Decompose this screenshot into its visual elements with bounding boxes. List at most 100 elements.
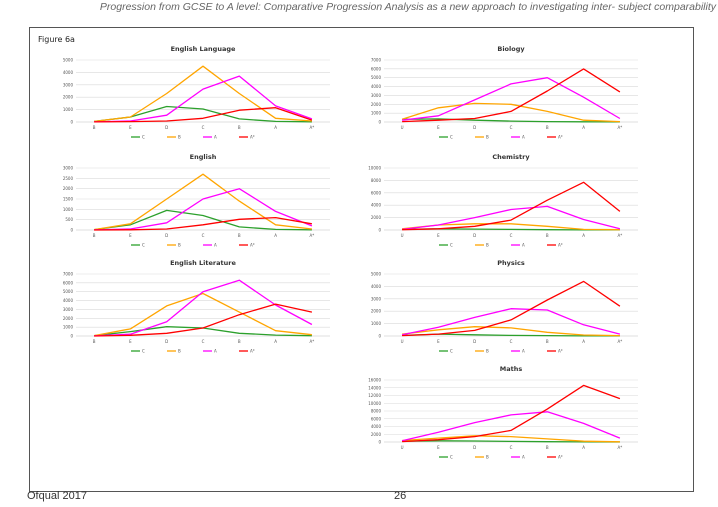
x-tick-label: C [510,445,513,450]
legend-entry-a: A [522,455,525,460]
series-line-a [94,75,313,123]
legend-entry-c: C [142,349,145,354]
series-line-b [94,65,312,123]
x-tick-label: A* [617,233,622,238]
x-tick-label: U [401,125,404,130]
series-line-a [401,308,621,336]
y-tick-label: 1000 [371,321,382,326]
legend-entry-c: C [450,349,453,354]
y-tick-label: 3000 [371,296,382,301]
x-tick-label: E [437,339,440,344]
x-tick-label: D [473,445,476,450]
y-tick-label: 2000 [63,316,74,321]
y-tick-label: 1000 [63,207,74,212]
legend-entry-a-star: A* [558,455,563,460]
y-tick-label: 2000 [371,309,382,314]
x-tick-label: C [510,233,513,238]
y-tick-label: 2000 [371,102,382,107]
series-line-b [93,173,312,231]
x-tick-label: A [274,233,277,238]
legend-entry-a: A [214,349,217,354]
y-tick-label: 3000 [371,93,382,98]
y-tick-label: 8000 [371,178,382,183]
x-tick-label: D [165,125,168,130]
running-header: Progression from GCSE to A level: Compar… [99,1,716,13]
chart-maths: Maths 0 2000 4000 6000 8000 10000 12000 14000 160… [368,365,638,460]
y-tick-label: 7000 [63,272,74,277]
x-tick-label: E [437,125,440,130]
y-tick-label: 0 [378,228,381,233]
x-tick-label: D [473,125,476,130]
figure-label: Figure 6a [38,35,75,44]
series-line-a-star [402,280,621,337]
y-tick-label: 0 [378,334,381,339]
x-tick-label: A [274,339,277,344]
y-tick-label: 5000 [371,75,382,80]
y-tick-label: 4000 [63,70,74,75]
series-line-a [94,279,313,337]
chart-title: Biology [497,45,525,53]
x-tick-label: U [401,233,404,238]
legend-entry-a-star: A* [558,349,563,354]
x-tick-label: D [473,339,476,344]
legend-entry-b: B [486,135,489,140]
legend-entry-b: B [178,135,181,140]
series-line-b [402,326,620,337]
legend-entry-a: A [522,349,525,354]
y-tick-label: 3000 [63,82,74,87]
y-tick-label: 10000 [368,166,381,171]
x-tick-label: A [582,125,585,130]
x-tick-label: D [165,233,168,238]
x-tick-label: B [546,125,549,130]
x-tick-label: A [582,233,585,238]
series-line-b [401,102,620,123]
series-line-a [402,205,621,231]
y-tick-label: 5000 [63,289,74,294]
legend-entry-a-star: A* [250,135,255,140]
y-tick-label: 6000 [371,190,382,195]
x-tick-label: B [93,125,96,130]
y-tick-label: 2000 [371,432,382,437]
x-tick-label: C [202,233,205,238]
x-tick-label: D [165,339,168,344]
series-line-c [402,440,620,443]
chart-title: English Language [171,45,236,53]
legend-entry-c: C [450,135,453,140]
series-line-a [401,411,621,442]
y-tick-label: 0 [70,120,73,125]
y-tick-label: 10000 [368,401,381,406]
x-tick-label: B [93,339,96,344]
y-tick-label: 1000 [63,107,74,112]
chart-title: English Literature [170,259,236,267]
legend-entry-b: B [178,243,181,248]
y-tick-label: 5000 [371,272,382,277]
series-line-c [402,118,620,123]
legend-entry-a: A [214,243,217,248]
x-tick-label: E [129,233,132,238]
y-tick-label: 1000 [371,111,382,116]
legend-entry-b: B [178,349,181,354]
chart-english-language: English Language 0 1000 2000 3000 4000 5000 B E D… [63,45,330,140]
chart-english-literature: English Literature 0 1000 2000 3000 4000 5000 6… [63,259,330,354]
x-tick-label: A* [309,125,314,130]
series-line-a-star [402,68,621,123]
x-tick-label: U [401,339,404,344]
x-tick-label: C [202,339,205,344]
legend-entry-a-star: A* [558,243,563,248]
y-tick-label: 0 [70,334,73,339]
chart-english: English 0 500 1000 1500 2000 2500 3000 B E D C B A A* C… [63,153,330,248]
series-line-a [402,77,621,121]
x-tick-label: B [546,233,549,238]
y-tick-label: 0 [378,120,381,125]
y-tick-label: 2500 [63,176,74,181]
y-tick-label: 6000 [371,416,382,421]
legend-entry-a-star: A* [250,349,255,354]
legend-entry-c: C [450,243,453,248]
x-tick-label: A* [309,339,314,344]
y-tick-label: 6000 [371,66,382,71]
y-tick-label: 16000 [368,378,381,383]
chart-biology: Biology 0 1000 2000 3000 4000 5000 6000 7000 U E D C… [371,45,638,140]
legend-entry-b: B [486,455,489,460]
x-tick-label: A [274,125,277,130]
y-tick-label: 500 [65,217,73,222]
